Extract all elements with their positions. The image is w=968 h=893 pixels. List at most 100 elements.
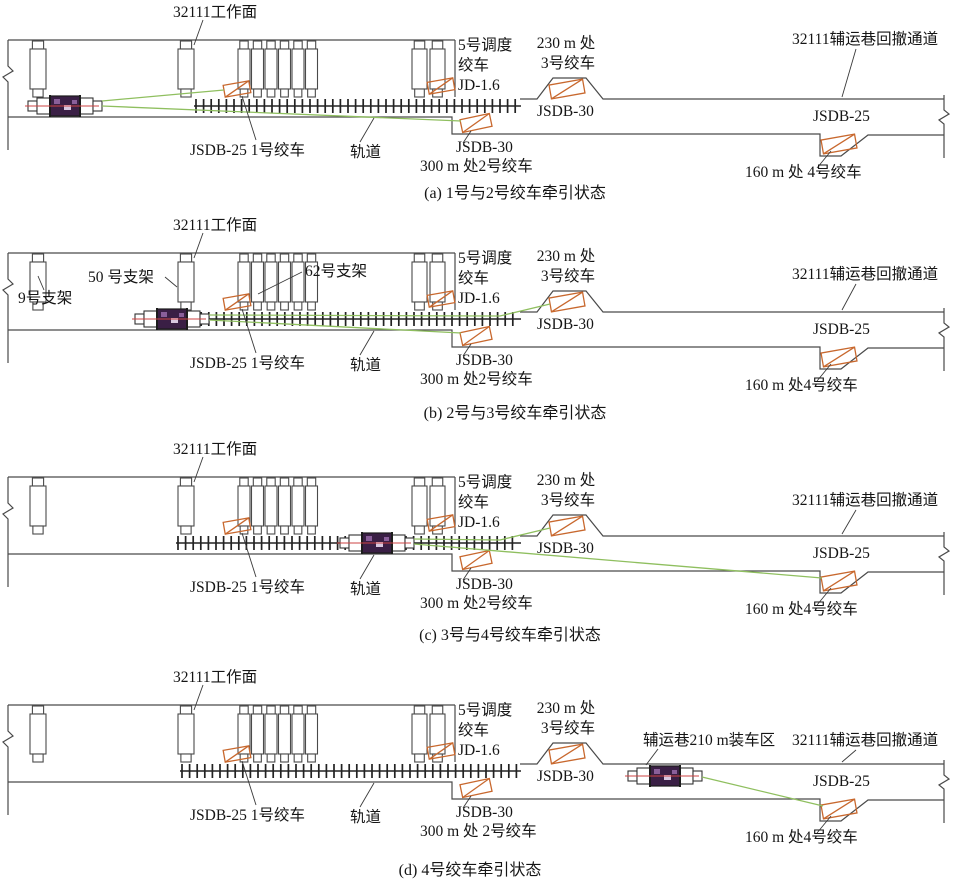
leader-support62	[257, 271, 303, 295]
vehicle-load-detail	[171, 318, 178, 323]
support-body	[250, 485, 265, 527]
leader-winch4	[816, 363, 832, 382]
transport-vehicle	[132, 308, 210, 330]
label-dispatch-winch-line1: 5号调度	[458, 249, 512, 267]
label-winch4-location: 160 m 处4号绞车	[745, 600, 858, 618]
hydraulic-support	[411, 477, 428, 535]
winch-diagonal	[224, 80, 250, 98]
haulage-rope	[701, 776, 824, 807]
hydraulic-support	[304, 705, 319, 763]
winch-diagonal	[462, 325, 490, 347]
rail-ties	[195, 99, 517, 113]
support-foot	[307, 753, 316, 763]
label-retreat-channel: 32111辅运巷回撤通道	[792, 491, 938, 509]
winch-diagonal	[428, 290, 454, 308]
hydraulic-support	[29, 705, 47, 763]
support-cap	[306, 40, 317, 50]
winch-2-icon	[459, 777, 493, 799]
panel-c-caption: (c) 3号与4号绞车牵引状态	[419, 626, 601, 644]
support-body	[429, 261, 446, 303]
support-body	[277, 261, 292, 303]
support-cap	[431, 40, 444, 50]
support-body	[250, 48, 265, 90]
leader-winch2	[462, 795, 472, 809]
vehicle-load-detail	[672, 770, 677, 774]
leader-retreat-channel	[841, 749, 857, 763]
label-winch3-model: JSDB-30	[537, 103, 594, 120]
hydraulic-support	[177, 40, 195, 98]
transport-vehicle	[25, 95, 103, 117]
winch-1-icon	[222, 745, 252, 763]
support-body	[177, 713, 195, 755]
support-body	[277, 48, 292, 90]
support-cap	[413, 253, 426, 263]
support-foot	[307, 525, 316, 535]
support-cap	[239, 705, 249, 715]
support-body	[429, 48, 446, 90]
label-winch4-model: JSDB-25	[813, 545, 870, 562]
leader-winch2	[462, 567, 472, 581]
support-cap	[413, 477, 426, 487]
support-foot	[293, 301, 303, 311]
winch-frame	[459, 112, 493, 134]
leader-retreat-channel	[841, 509, 857, 535]
vehicle-load-detail	[72, 100, 77, 104]
label-winch3-location-line1: 230 m 处	[537, 471, 596, 489]
support-cap	[266, 40, 276, 50]
support-cap	[431, 253, 444, 263]
label-dispatch-winch-line2: 绞车	[458, 493, 489, 511]
winch-4-icon	[820, 798, 858, 820]
support-cap	[293, 705, 303, 715]
panel-a-caption: (a) 1号与2号绞车牵引状态	[424, 184, 606, 202]
support-cap	[306, 253, 317, 263]
label-winch2-location: 300 m 处2号绞车	[420, 157, 533, 175]
hydraulic-support	[411, 253, 428, 311]
winch-5-dispatch-icon	[426, 514, 456, 532]
winch-diagonal	[224, 745, 250, 763]
winch-frame	[820, 570, 858, 592]
winch-diagonal	[823, 346, 855, 368]
winch-diagonal	[428, 77, 454, 95]
support-foot	[414, 753, 425, 763]
hydraulic-support	[250, 40, 265, 98]
roadway-outline	[2, 476, 951, 595]
support-row	[29, 477, 446, 535]
support-foot	[293, 753, 303, 763]
support-cap	[279, 253, 290, 263]
label-winch4-model: JSDB-25	[813, 773, 870, 790]
support-foot	[253, 525, 262, 535]
label-retreat-channel: 32111辅运巷回撤通道	[792, 731, 938, 749]
winch-diagonal	[462, 549, 490, 571]
support-body	[291, 48, 305, 90]
label-winch2-model: JSDB-30	[456, 352, 513, 369]
support-foot	[266, 301, 276, 311]
winch-frame	[426, 514, 456, 532]
label-winch3-location-line1: 230 m 处	[537, 247, 596, 265]
support-cap	[252, 705, 263, 715]
winch-frame	[426, 77, 456, 95]
hydraulic-support	[177, 477, 195, 535]
support-body	[177, 261, 195, 303]
support-foot	[307, 88, 316, 98]
support-foot	[293, 525, 303, 535]
support-cap	[252, 477, 263, 487]
haulage-rope	[101, 105, 462, 122]
leader-winch1	[241, 95, 257, 141]
winch-frame	[459, 777, 493, 799]
support-body	[29, 485, 47, 527]
support-foot	[280, 301, 289, 311]
label-winch2-model: JSDB-30	[456, 576, 513, 593]
winch-frame	[820, 133, 858, 155]
winch-5-dispatch-icon	[426, 77, 456, 95]
support-body	[411, 713, 428, 755]
winch-frame	[548, 78, 586, 100]
label-winch3-location-line2: 3号绞车	[541, 54, 595, 72]
support-body	[177, 485, 195, 527]
support-body	[291, 485, 305, 527]
roadway-outline	[2, 704, 951, 823]
label-retreat-channel: 32111辅运巷回撤通道	[792, 30, 938, 48]
support-cap	[266, 705, 276, 715]
support-foot	[32, 88, 44, 98]
support-body	[304, 713, 319, 755]
